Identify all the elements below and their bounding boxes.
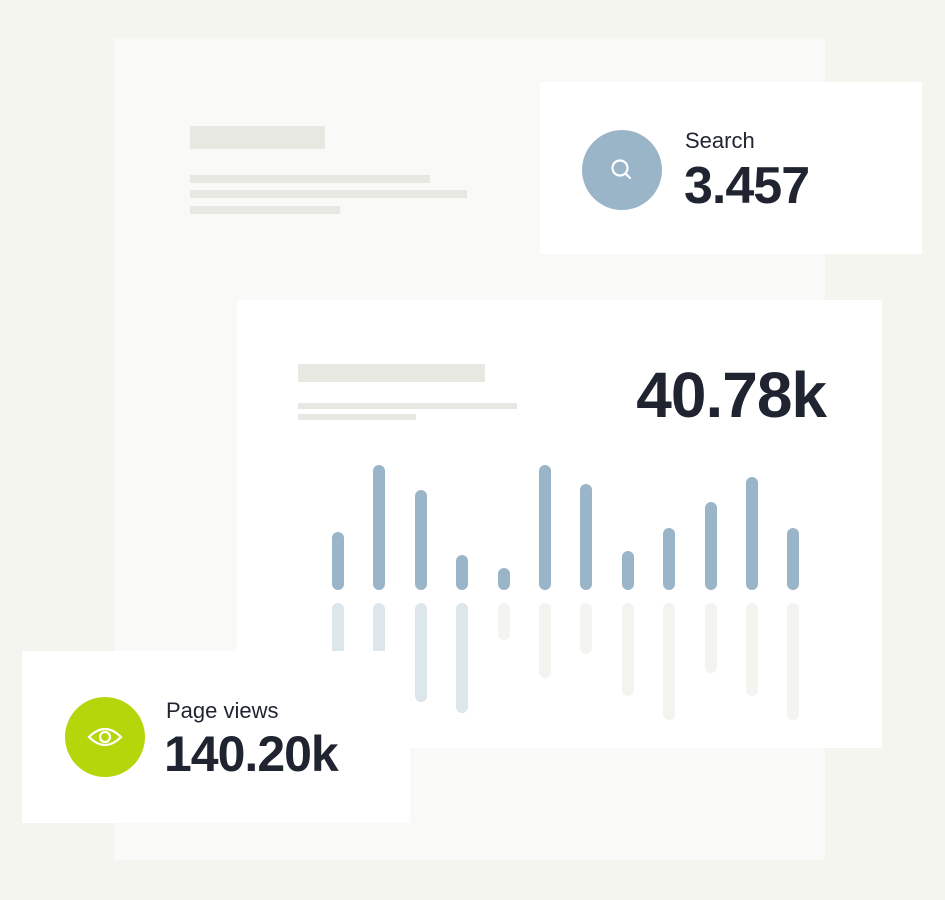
bar-upper [663, 528, 676, 590]
text-placeholder [190, 190, 467, 198]
chart-total-value: 40.78k [636, 359, 827, 431]
text-placeholder [298, 414, 416, 420]
bar-upper [704, 502, 717, 590]
text-placeholder [190, 175, 430, 183]
bar-upper [456, 555, 469, 590]
bar-upper [414, 490, 427, 590]
search-value: 3.457 [684, 157, 810, 215]
bar-lower [373, 603, 386, 663]
text-placeholder [298, 403, 517, 409]
bar-chart [237, 300, 882, 748]
bar-upper [539, 465, 551, 590]
pageviews-label: Page views [166, 698, 279, 723]
bar-upper [332, 532, 344, 590]
pageviews-stat-card: Page views 140.20k [22, 651, 410, 823]
eye-icon [65, 697, 145, 777]
search-icon [582, 130, 662, 210]
title-placeholder [298, 364, 485, 382]
bar-upper [746, 477, 758, 590]
bar-lower [456, 603, 469, 713]
bar-lower [539, 603, 551, 678]
search-label: Search [685, 128, 755, 153]
bar-lower [787, 603, 800, 720]
pageviews-value: 140.20k [164, 726, 339, 782]
bar-upper [373, 465, 386, 590]
bar-upper [621, 551, 634, 590]
bar-lower [414, 603, 427, 702]
bar-lower [704, 603, 717, 673]
search-stat-card: Search 3.457 [540, 82, 922, 254]
bar-upper [787, 528, 800, 590]
bar-lower [332, 603, 344, 663]
bar-lower [663, 603, 676, 720]
title-placeholder [190, 126, 325, 149]
bar-lower [746, 603, 758, 696]
text-placeholder [190, 206, 340, 214]
bar-upper [497, 568, 510, 590]
bar-lower [580, 603, 593, 654]
bar-upper [580, 484, 593, 590]
bar-lower [497, 603, 510, 640]
bar-lower [621, 603, 634, 696]
